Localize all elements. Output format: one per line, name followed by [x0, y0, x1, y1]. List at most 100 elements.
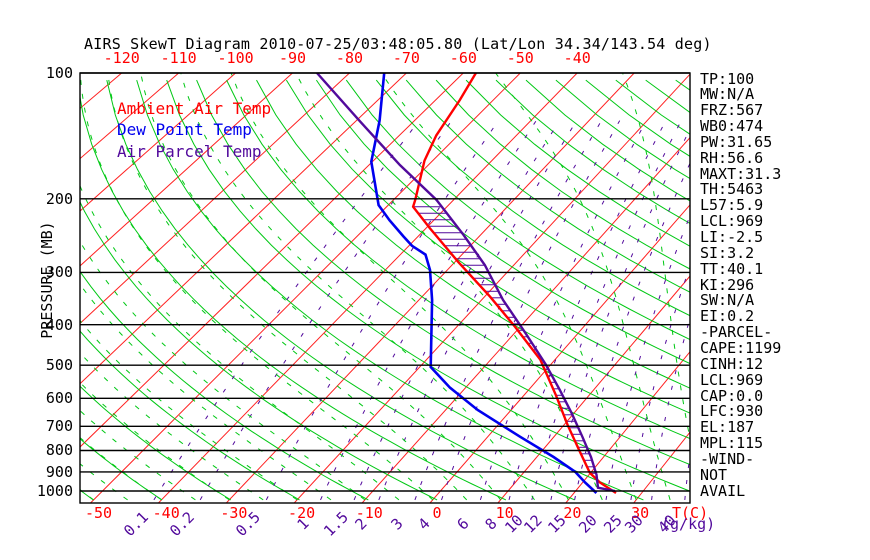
bottom-temp-tick: 20	[563, 504, 582, 522]
mixing-ratio-line	[479, 120, 647, 501]
plot-border	[79, 72, 691, 504]
dry-adiabat-line	[495, 79, 690, 225]
stat-line: TP:100	[700, 69, 755, 88]
plot-grid-and-curves	[0, 73, 690, 503]
mixing-ratio-line	[265, 120, 499, 501]
bottom-temp-tick: 10	[495, 504, 514, 522]
stat-line: SI:3.2	[700, 243, 755, 262]
isotherm-line	[293, 73, 690, 503]
moist-adiabat-line	[180, 73, 535, 501]
moist-adiabat-line	[380, 73, 637, 501]
stat-line: LFC:930	[700, 402, 764, 421]
stat-line: EI:0.2	[700, 307, 755, 326]
pressure-tick-label: 300	[45, 263, 73, 282]
stat-line: CINH:12	[700, 354, 764, 373]
dry-adiabat-line	[80, 94, 507, 501]
mixing-ratio-line	[353, 120, 560, 501]
bottom-temp-tick: 0	[432, 504, 442, 522]
isotherm-line	[497, 275, 690, 503]
dry-adiabat-line	[80, 438, 163, 501]
dry-adiabat-line	[435, 79, 690, 270]
isotherm-line	[80, 73, 350, 325]
pressure-tick-label: 500	[45, 356, 73, 375]
stat-line: L57:5.9	[700, 196, 764, 215]
bottom-temp-tick: -20	[288, 504, 316, 522]
dry-adiabat-lines	[80, 79, 690, 501]
isotherm-line	[90, 73, 521, 503]
dry-adiabat-line	[256, 79, 690, 414]
dry-adiabat-line	[226, 79, 690, 440]
dry-adiabat-line	[345, 79, 690, 341]
isotherm-line	[80, 73, 464, 448]
mixing-ratio-line	[153, 120, 420, 501]
stat-line: SW:N/A	[700, 291, 755, 310]
stat-line: LI:-2.5	[700, 228, 764, 246]
dry-adiabat-line	[285, 79, 690, 389]
ambient-temp-curve	[411, 73, 617, 495]
stat-line: TH:5463	[700, 180, 764, 199]
isotherm-line	[0, 73, 8, 503]
dew-point-curve	[369, 73, 598, 494]
dry-adiabat-line	[80, 200, 438, 501]
pressure-tick-label: 800	[45, 441, 73, 460]
mixing-unit-label: (g/kg)	[661, 515, 716, 533]
dry-adiabat-line	[196, 79, 690, 466]
page-title: AIRS SkewT Diagram 2010-07-25/03:48:05.8…	[84, 35, 712, 53]
air-parcel-curve	[316, 73, 616, 493]
pressure-tick-label: 600	[45, 389, 73, 408]
moist-adiabat-line	[107, 73, 468, 501]
stat-line: LCL:969	[700, 212, 764, 231]
moist-adiabat-line	[80, 240, 366, 501]
isotherm-line	[565, 350, 690, 503]
pressure-tick-label: 1000	[36, 482, 73, 500]
moist-adiabat-line	[622, 73, 690, 441]
top-temp-tick: -40	[563, 49, 591, 67]
isotherm-line	[80, 73, 236, 212]
stat-line: MAXT:31.3	[700, 164, 782, 183]
dry-adiabat-line	[106, 79, 575, 501]
mixing-ratio-line	[378, 120, 578, 501]
moist-adiabat-line	[80, 319, 298, 501]
stat-line: PW:31.65	[700, 132, 773, 151]
top-temp-tick: -80	[335, 49, 364, 67]
top-temp-tick: -90	[278, 49, 307, 67]
stat-line: TT:40.1	[700, 259, 764, 278]
pressure-tick-label: 100	[45, 64, 73, 82]
moist-adiabat-line	[80, 73, 434, 501]
bottom-temp-tick: -30	[220, 504, 248, 522]
dry-adiabat-line	[80, 385, 232, 501]
dry-adiabat-line	[166, 79, 690, 492]
pressure-tick-label: 900	[45, 462, 73, 481]
top-temp-tick: -120	[103, 49, 140, 67]
legend-ambient-air-temp: Ambient Air Temp	[117, 99, 272, 118]
bottom-temp-tick: -50	[84, 504, 113, 522]
stat-line: MPL:115	[700, 434, 764, 453]
stat-line: RH:56.6	[700, 148, 764, 167]
top-temp-tick: -50	[506, 49, 534, 67]
temp-unit-label: T(C)	[672, 504, 709, 522]
top-temp-tick: -60	[449, 49, 477, 67]
pressure-tick-label: 400	[45, 315, 73, 334]
moist-adiabat-line	[495, 73, 671, 501]
isotherm-line	[80, 73, 293, 267]
mixing-ratio-line	[531, 120, 682, 501]
stat-line: FRZ:567	[700, 101, 764, 120]
moist-adiabat-line	[0, 73, 26, 500]
stat-line: -WIND-	[700, 449, 755, 468]
pressure-tick-label: 200	[45, 189, 73, 208]
mixing-ratio-line	[199, 120, 453, 501]
isotherm-line	[80, 73, 123, 110]
top-temp-tick: -70	[392, 49, 420, 67]
top-temp-tick: -110	[160, 49, 197, 67]
isotherm-line	[361, 136, 690, 503]
top-temp-tick: -100	[217, 49, 254, 67]
stat-line: WB0:474	[700, 117, 764, 136]
dry-adiabat-line	[80, 270, 369, 501]
moist-adiabat-line	[80, 463, 128, 501]
stat-line: MW:N/A	[700, 85, 755, 104]
dry-adiabat-line	[375, 79, 690, 317]
stat-line: CAPE:1199	[700, 338, 782, 357]
pressure-tick-label: 700	[45, 417, 73, 436]
legend-dew-point-temp: Dew Point Temp	[117, 120, 252, 139]
stat-line: LCL:969	[700, 370, 764, 389]
